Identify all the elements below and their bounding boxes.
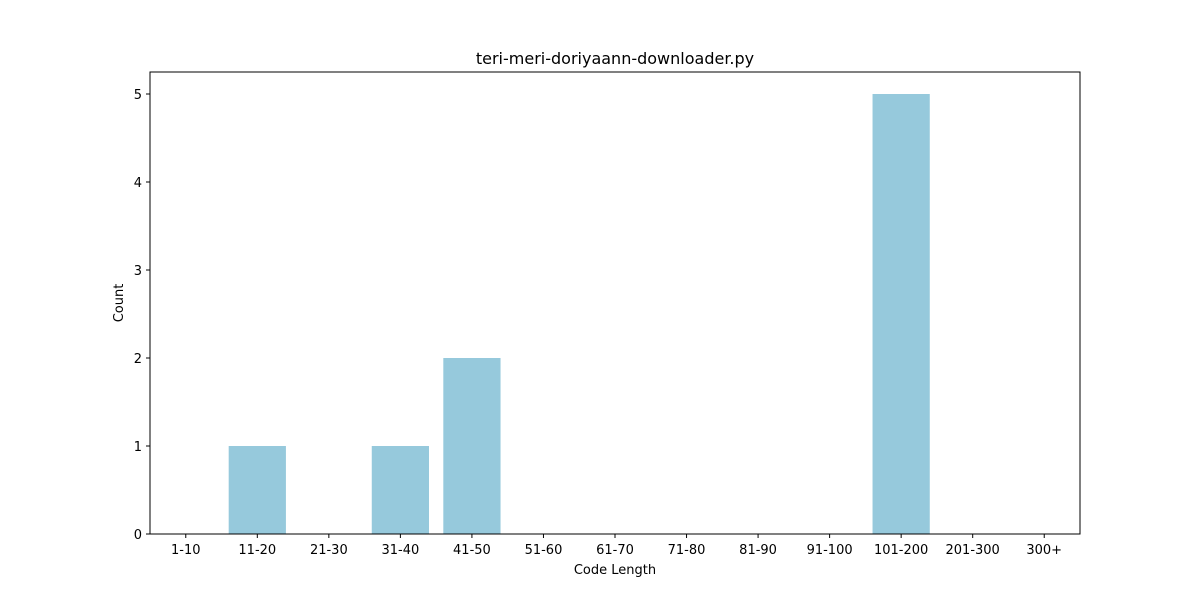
x-tick-label: 201-300	[946, 543, 1000, 558]
bar-31-40	[371, 446, 429, 534]
x-tick-label: 21-30	[310, 543, 348, 558]
x-tick-label: 51-60	[525, 543, 563, 558]
x-tick-label: 31-40	[381, 543, 419, 558]
y-tick-label: 1	[134, 440, 142, 455]
x-tick-label: 71-80	[668, 543, 706, 558]
x-tick-label: 41-50	[453, 543, 491, 558]
chart-title: teri-meri-doriyaann-downloader.py	[476, 49, 754, 68]
x-tick-label: 61-70	[596, 543, 634, 558]
bar-101-200	[872, 94, 930, 534]
bar-41-50	[443, 358, 501, 534]
x-tick-label: 101-200	[874, 543, 928, 558]
x-tick-label: 11-20	[238, 543, 276, 558]
y-tick-label: 0	[134, 528, 142, 543]
bar-11-20	[228, 446, 286, 534]
y-axis-label: Count	[112, 284, 127, 323]
bars-layer	[228, 94, 930, 534]
plot-frame	[149, 71, 1081, 535]
x-axis-label: Code Length	[574, 563, 656, 578]
y-tick-label: 2	[134, 352, 142, 367]
x-tick-label: 91-100	[807, 543, 853, 558]
y-axis: 0 1 2 3 4 5	[134, 88, 150, 543]
x-axis: 1-10 11-20 21-30 31-40 41-50 51-60 61-70 71-80 8…	[171, 534, 1062, 558]
y-tick-label: 4	[134, 176, 142, 191]
x-tick-label: 81-90	[739, 543, 777, 558]
x-tick-label: 1-10	[171, 543, 201, 558]
x-tick-label: 300+	[1026, 543, 1062, 558]
y-tick-label: 3	[134, 264, 142, 279]
y-tick-label: 5	[134, 88, 142, 103]
